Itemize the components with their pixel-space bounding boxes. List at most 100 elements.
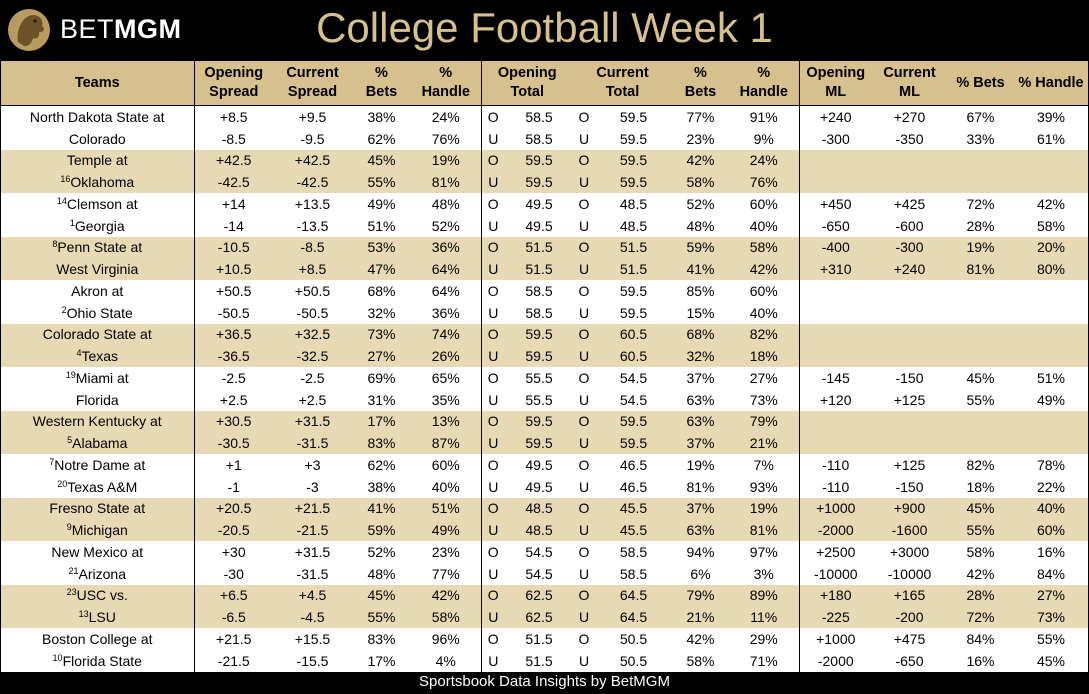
opening-ml-cell: -2000 (798, 519, 872, 541)
current-total-side-cell: O (573, 628, 595, 650)
spread-bets-pct-cell: 41% (352, 497, 411, 520)
opening-ml-cell: -650 (798, 214, 872, 237)
table-row: Fresno State at +20.5 +21.5 41% 51% O 48.5 O 45.… (1, 497, 1088, 520)
spread-handle-pct-cell: 24% (411, 105, 481, 128)
spread-bets-pct-cell: 73% (352, 323, 411, 346)
footer-caption: Sportsbook Data Insights by BetMGM (419, 673, 670, 690)
current-total-cell: 45.5 (595, 497, 672, 520)
team-rank: 14 (56, 195, 67, 206)
total-bets-pct-cell: 81% (672, 475, 729, 498)
opening-total-side-cell: O (480, 410, 505, 433)
table-row: Florida +2.5 +2.5 31% 35% U 55.5 U 54.5 63% 73% +12… (1, 388, 1088, 411)
spread-bets-pct-cell: 17% (352, 649, 411, 672)
current-spread-cell: +50.5 (273, 280, 352, 302)
lion-logo-icon (8, 9, 50, 51)
ml-bets-pct-cell (947, 323, 1014, 346)
total-handle-pct-cell: 82% (729, 323, 799, 346)
ml-bets-pct-cell: 28% (947, 214, 1014, 237)
table-row: 4Texas -36.5 -32.5 27% 26% U 59.5 U 60.5 32% 18% (1, 345, 1088, 367)
opening-total-cell: 58.5 (505, 127, 573, 150)
header-row: Teams Opening Spread Current Spread % Bets … (1, 61, 1088, 106)
opening-spread-cell: -42.5 (193, 171, 273, 193)
current-ml-cell: +125 (872, 388, 947, 411)
current-total-side-cell: O (573, 105, 595, 128)
ml-handle-pct-cell: 20% (1014, 236, 1088, 259)
ml-handle-pct-cell (1014, 171, 1088, 193)
opening-ml-cell: -300 (798, 127, 872, 150)
team-name: Colorado State at (42, 326, 152, 343)
current-spread-cell: +15.5 (273, 628, 352, 650)
table-row: 7Notre Dame at +1 +3 62% 60% O 49.5 O 46.5 19% 7% -… (1, 454, 1088, 476)
total-bets-pct-cell: 23% (672, 127, 729, 150)
opening-spread-cell: -36.5 (193, 345, 273, 367)
team-rank: 2 (61, 304, 67, 315)
team-cell: 1Georgia (1, 214, 194, 237)
col-header-opening-total: Opening Total (480, 61, 573, 106)
current-total-cell: 59.5 (595, 432, 672, 454)
opening-ml-cell: -2000 (798, 649, 872, 672)
total-handle-pct-cell: 76% (729, 171, 799, 193)
team-name: Penn State at (57, 239, 143, 256)
current-total-side-cell: U (573, 258, 595, 280)
opening-total-side-cell: U (480, 562, 505, 585)
team-name: Fresno State at (49, 500, 146, 517)
spread-handle-pct-cell: 77% (411, 562, 481, 585)
spread-handle-pct-cell: 48% (411, 193, 481, 215)
current-total-cell: 59.5 (595, 105, 672, 128)
team-cell: Temple at (1, 149, 194, 172)
spread-bets-pct-cell: 51% (352, 214, 411, 237)
ml-bets-pct-cell: 16% (947, 649, 1014, 672)
current-ml-cell (872, 171, 947, 193)
ml-bets-pct-cell: 55% (947, 388, 1014, 411)
team-cell: West Virginia (1, 258, 194, 280)
total-handle-pct-cell: 24% (729, 149, 799, 172)
total-handle-pct-cell: 40% (729, 214, 799, 237)
table-row: Akron at +50.5 +50.5 68% 64% O 58.5 O 59.5 85% 60% (1, 280, 1088, 302)
opening-ml-cell: -110 (798, 475, 872, 498)
ml-bets-pct-cell: 67% (947, 105, 1014, 128)
spread-handle-pct-cell: 87% (411, 432, 481, 454)
team-rank: 16 (60, 174, 71, 185)
opening-spread-cell: +10.5 (193, 258, 273, 280)
current-total-side-cell: O (573, 149, 595, 172)
team-rank: 8 (52, 239, 58, 250)
ml-handle-pct-cell (1014, 149, 1088, 172)
current-total-cell: 51.5 (595, 258, 672, 280)
current-ml-cell: -10000 (872, 562, 947, 585)
spread-bets-pct-cell: 52% (352, 541, 411, 563)
spread-handle-pct-cell: 51% (411, 497, 481, 520)
total-handle-pct-cell: 58% (729, 236, 799, 259)
spread-bets-pct-cell: 68% (352, 280, 411, 302)
total-bets-pct-cell: 63% (672, 519, 729, 541)
opening-ml-cell: -145 (798, 367, 872, 389)
spread-bets-pct-cell: 59% (352, 519, 411, 541)
spread-bets-pct-cell: 32% (352, 301, 411, 324)
ml-bets-pct-cell (947, 432, 1014, 454)
total-bets-pct-cell: 37% (672, 367, 729, 389)
opening-total-cell: 59.5 (505, 345, 573, 367)
spread-handle-pct-cell: 36% (411, 236, 481, 259)
opening-ml-cell: +240 (798, 105, 872, 128)
spread-bets-pct-cell: 83% (352, 432, 411, 454)
current-total-cell: 59.5 (595, 280, 672, 302)
spread-bets-pct-cell: 31% (352, 388, 411, 411)
spread-handle-pct-cell: 96% (411, 628, 481, 650)
table-row: 5Alabama -30.5 -31.5 83% 87% U 59.5 U 59.5 37% 21% (1, 432, 1088, 454)
col-header-teams: Teams (1, 61, 194, 106)
ml-handle-pct-cell (1014, 345, 1088, 367)
ml-bets-pct-cell (947, 301, 1014, 324)
ml-handle-pct-cell (1014, 323, 1088, 346)
total-handle-pct-cell: 40% (729, 301, 799, 324)
current-ml-cell: +475 (872, 628, 947, 650)
opening-ml-cell (798, 301, 872, 324)
team-rank: 13 (78, 609, 89, 620)
ml-bets-pct-cell: 19% (947, 236, 1014, 259)
team-cell: Colorado (1, 127, 194, 150)
table-row: 1Georgia -14 -13.5 51% 52% U 49.5 U 48.5 48% 40% -6… (1, 214, 1088, 237)
opening-total-side-cell: U (480, 606, 505, 628)
current-total-cell: 46.5 (595, 454, 672, 476)
current-ml-cell (872, 410, 947, 433)
opening-total-side-cell: O (480, 454, 505, 476)
team-rank: 4 (76, 348, 82, 359)
opening-ml-cell (798, 280, 872, 302)
